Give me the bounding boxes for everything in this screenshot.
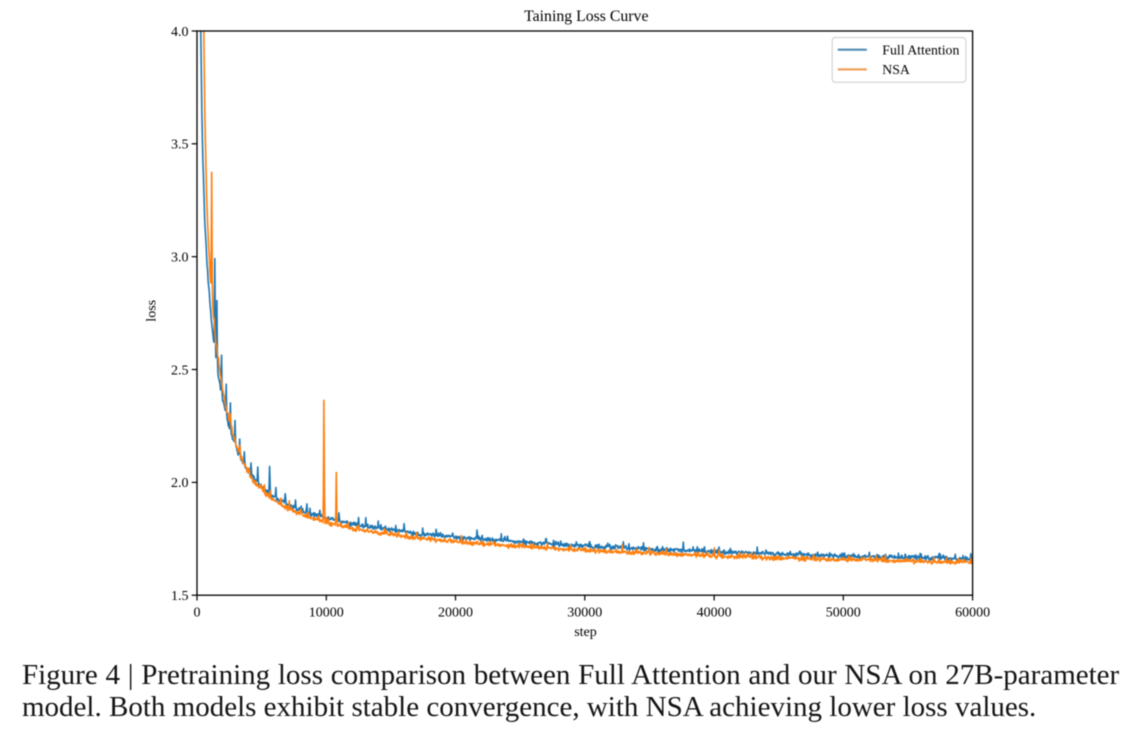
svg-text:Full Attention: Full Attention (882, 42, 959, 57)
svg-text:2.5: 2.5 (171, 363, 189, 378)
svg-text:0: 0 (194, 605, 201, 620)
svg-text:step: step (574, 625, 597, 640)
svg-text:2.0: 2.0 (171, 476, 189, 491)
svg-text:4.0: 4.0 (171, 25, 189, 40)
svg-text:3.5: 3.5 (171, 138, 189, 153)
svg-text:NSA: NSA (882, 62, 910, 77)
svg-text:1.5: 1.5 (171, 589, 189, 604)
svg-text:Taining Loss Curve: Taining Loss Curve (524, 8, 648, 25)
svg-text:20000: 20000 (438, 605, 473, 620)
svg-text:40000: 40000 (697, 605, 732, 620)
svg-text:50000: 50000 (826, 605, 861, 620)
svg-text:10000: 10000 (309, 605, 344, 620)
svg-text:60000: 60000 (955, 605, 990, 620)
svg-text:30000: 30000 (567, 605, 602, 620)
svg-text:3.0: 3.0 (171, 251, 189, 266)
svg-text:loss: loss (145, 300, 160, 322)
